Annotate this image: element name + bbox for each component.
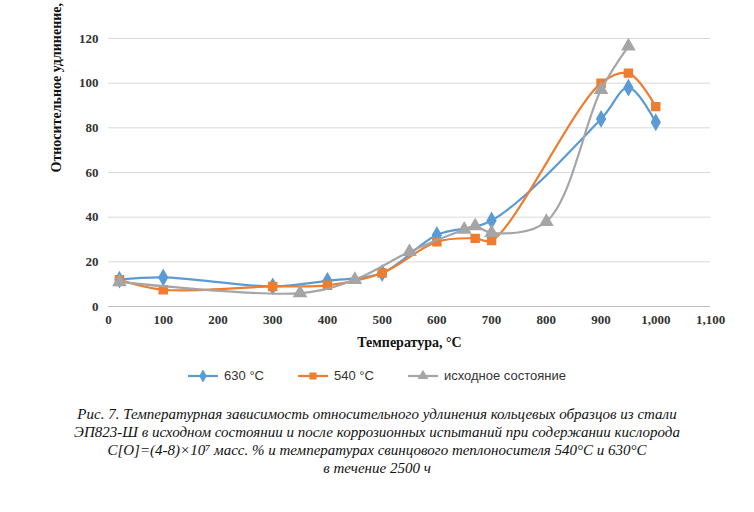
html-text:C[O]=(4-8)×10⁷ масс. % и темпе: C[O]=(4-8)×10⁷ масс. % и температурах св… xyxy=(107,442,647,458)
svg-text:400: 400 xyxy=(318,312,338,327)
svg-text:80: 80 xyxy=(86,120,99,135)
svg-text:Относительное удлинение, %: Относительное удлинение, % xyxy=(49,0,64,173)
svg-text:100: 100 xyxy=(153,312,173,327)
svg-text:700: 700 xyxy=(482,312,502,327)
html-text:Рис. 7. Температурная зависимо: Рис. 7. Температурная зависимость относи… xyxy=(77,406,677,422)
svg-text:120: 120 xyxy=(79,31,99,46)
svg-text:300: 300 xyxy=(263,312,283,327)
svg-text:600: 600 xyxy=(427,312,447,327)
svg-text:1,000: 1,000 xyxy=(641,312,670,327)
html-text:исходное состояние: исходное состояние xyxy=(443,368,566,383)
svg-text:0: 0 xyxy=(92,299,99,314)
svg-text:20: 20 xyxy=(86,254,99,269)
svg-text:1,100: 1,100 xyxy=(696,312,725,327)
svg-text:40: 40 xyxy=(86,209,99,224)
svg-text:60: 60 xyxy=(86,165,99,180)
html-text:в течение 2500 ч: в течение 2500 ч xyxy=(323,460,431,476)
svg-text:0: 0 xyxy=(105,312,112,327)
html-text:630 °С: 630 °С xyxy=(224,368,264,383)
svg-text:Температура, °С: Температура, °С xyxy=(357,335,461,350)
svg-text:100: 100 xyxy=(79,75,99,90)
svg-text:500: 500 xyxy=(372,312,392,327)
svg-text:800: 800 xyxy=(537,312,557,327)
html-text:540 °С: 540 °С xyxy=(334,368,374,383)
svg-text:900: 900 xyxy=(591,312,611,327)
svg-text:200: 200 xyxy=(208,312,228,327)
html-text:ЭП823-Ш в исходном состоянии и: ЭП823-Ш в исходном состоянии и после кор… xyxy=(74,424,680,440)
